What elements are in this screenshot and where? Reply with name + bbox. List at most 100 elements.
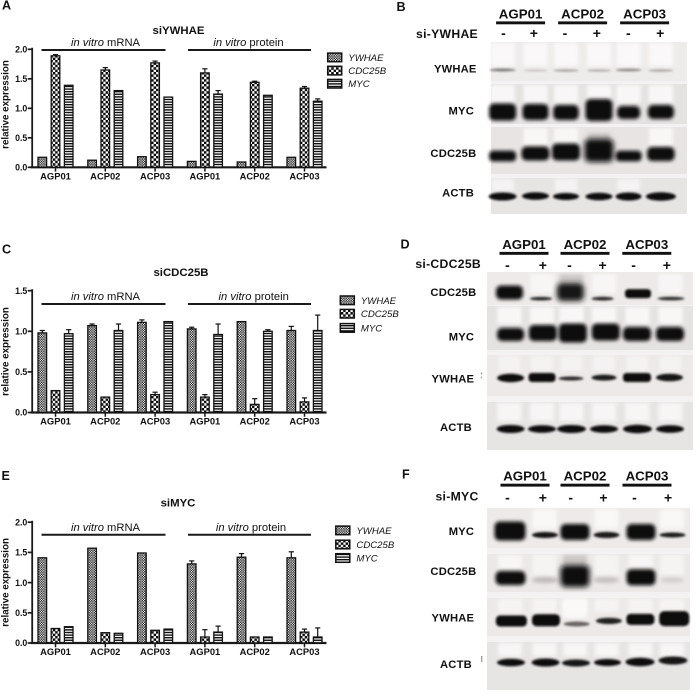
svg-text:-: - xyxy=(501,25,506,41)
svg-text:+: + xyxy=(663,257,671,273)
svg-text:in vitro protein: in vitro protein xyxy=(213,37,283,49)
svg-text:-: - xyxy=(505,257,510,273)
svg-text:ACP02: ACP02 xyxy=(90,416,120,427)
svg-text:CDC25B: CDC25B xyxy=(430,566,476,578)
svg-text:ACP02: ACP02 xyxy=(240,416,270,427)
svg-text:in vitro protein: in vitro protein xyxy=(219,291,289,303)
svg-text:1.5: 1.5 xyxy=(15,286,27,296)
svg-text:+: + xyxy=(530,25,538,41)
svg-text:+: + xyxy=(599,490,607,506)
svg-text:ACP03: ACP03 xyxy=(289,646,319,657)
svg-text:AGP01: AGP01 xyxy=(190,416,221,427)
svg-text:in vitro mRNA: in vitro mRNA xyxy=(71,37,141,49)
svg-text:1.5: 1.5 xyxy=(15,548,27,558)
svg-text:2.0: 2.0 xyxy=(15,45,27,55)
svg-text:+: + xyxy=(539,490,547,506)
svg-text:+: + xyxy=(593,25,601,41)
svg-text:siMYC: siMYC xyxy=(161,498,196,510)
svg-text:in vitro mRNA: in vitro mRNA xyxy=(71,522,141,534)
svg-text:+: + xyxy=(664,490,672,506)
svg-text:MYC: MYC xyxy=(348,79,369,90)
svg-text:ACP02: ACP02 xyxy=(90,646,120,657)
svg-text:MYC: MYC xyxy=(356,554,377,565)
svg-text:1.0: 1.0 xyxy=(15,327,27,337)
svg-text:YWHAE: YWHAE xyxy=(356,526,392,537)
svg-text:si-YWHAE: si-YWHAE xyxy=(416,27,478,41)
svg-text:ACTB: ACTB xyxy=(440,422,472,434)
svg-text:ACP03: ACP03 xyxy=(623,7,666,22)
svg-text:AGP01: AGP01 xyxy=(503,469,547,484)
svg-text:0.0: 0.0 xyxy=(15,638,27,648)
svg-text:ACP03: ACP03 xyxy=(140,646,170,657)
svg-text:ACP03: ACP03 xyxy=(140,170,170,181)
svg-text:AGP01: AGP01 xyxy=(40,646,71,657)
svg-text:ACP02: ACP02 xyxy=(561,7,604,22)
svg-text:ACP03: ACP03 xyxy=(625,237,668,252)
svg-text:0.0: 0.0 xyxy=(15,408,27,418)
svg-text:AGP01: AGP01 xyxy=(190,646,221,657)
svg-text:si-CDC25B: si-CDC25B xyxy=(415,257,481,271)
svg-text:1.0: 1.0 xyxy=(15,104,27,114)
svg-text:ACP02: ACP02 xyxy=(240,170,270,181)
svg-text:-: - xyxy=(632,490,637,506)
svg-text:YWHAE: YWHAE xyxy=(361,296,397,307)
svg-text:D: D xyxy=(401,237,410,251)
svg-text:ACTB: ACTB xyxy=(442,188,474,200)
svg-text:+: + xyxy=(539,257,547,273)
svg-text:CDC25B: CDC25B xyxy=(430,148,476,160)
svg-text:YWHAE: YWHAE xyxy=(432,374,475,386)
svg-text:YWHAE: YWHAE xyxy=(432,612,475,624)
svg-text:YWHAE: YWHAE xyxy=(348,53,384,64)
svg-text:E: E xyxy=(2,469,10,483)
svg-text:0.5: 0.5 xyxy=(15,133,27,143)
svg-text:relative expression: relative expression xyxy=(1,538,12,627)
svg-text:in vitro protein: in vitro protein xyxy=(216,522,286,534)
svg-text:+: + xyxy=(656,25,664,41)
svg-text:MYC: MYC xyxy=(361,323,382,334)
svg-text:AGP01: AGP01 xyxy=(40,416,71,427)
svg-text:-: - xyxy=(626,25,631,41)
svg-text:MYC: MYC xyxy=(449,332,474,344)
svg-text:B: B xyxy=(397,0,406,14)
svg-text:ACP03: ACP03 xyxy=(289,416,319,427)
svg-text:YWHAE: YWHAE xyxy=(434,64,477,76)
svg-text:-: - xyxy=(505,490,510,506)
svg-text:ACP02: ACP02 xyxy=(240,646,270,657)
svg-text:-: - xyxy=(568,490,573,506)
svg-text:CDC25B: CDC25B xyxy=(356,540,394,551)
svg-text:AGP01: AGP01 xyxy=(40,170,71,181)
svg-text:siYWHAE: siYWHAE xyxy=(153,25,205,37)
svg-text:0.0: 0.0 xyxy=(15,163,27,173)
svg-text:AGP01: AGP01 xyxy=(502,237,546,252)
svg-text:relative expression: relative expression xyxy=(1,60,12,149)
svg-text:1.0: 1.0 xyxy=(15,578,27,588)
svg-text:-: - xyxy=(567,257,572,273)
svg-text:ACTB: ACTB xyxy=(440,659,472,671)
svg-text:1.5: 1.5 xyxy=(15,74,27,84)
svg-text:in vitro mRNA: in vitro mRNA xyxy=(71,291,141,303)
svg-text:0.5: 0.5 xyxy=(15,608,27,618)
svg-text:ACP02: ACP02 xyxy=(564,237,607,252)
svg-text:MYC: MYC xyxy=(449,526,474,538)
svg-text:ACP03: ACP03 xyxy=(140,416,170,427)
svg-text:AGP01: AGP01 xyxy=(190,170,221,181)
svg-text:ACP03: ACP03 xyxy=(289,170,319,181)
svg-text:AGP01: AGP01 xyxy=(499,7,543,22)
svg-text:0.5: 0.5 xyxy=(15,367,27,377)
svg-text:+: + xyxy=(599,257,607,273)
svg-text:-: - xyxy=(631,257,636,273)
svg-text:relative expression: relative expression xyxy=(1,307,12,396)
svg-text:ACP02: ACP02 xyxy=(90,170,120,181)
svg-text:ACP02: ACP02 xyxy=(564,469,607,484)
svg-text:si-MYC: si-MYC xyxy=(435,489,478,503)
svg-text:F: F xyxy=(402,467,410,481)
svg-text:ACP03: ACP03 xyxy=(626,469,669,484)
svg-text:MYC: MYC xyxy=(449,106,474,118)
svg-text:siCDC25B: siCDC25B xyxy=(153,267,208,279)
svg-text:CDC25B: CDC25B xyxy=(348,66,386,77)
svg-text:C: C xyxy=(2,243,11,257)
svg-text:A: A xyxy=(2,0,11,13)
svg-text:CDC25B: CDC25B xyxy=(430,287,476,299)
svg-text:-: - xyxy=(563,25,568,41)
svg-text:2.0: 2.0 xyxy=(15,517,27,527)
